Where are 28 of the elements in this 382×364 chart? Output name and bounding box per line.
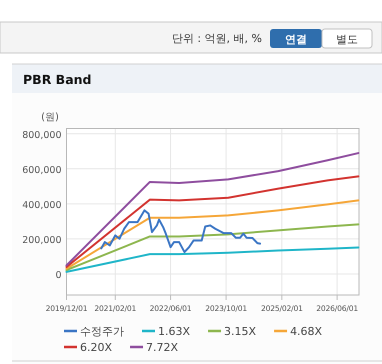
- text: 단위 : 억원, 배, %: [172, 32, 262, 45]
- line-series: [66, 152, 360, 266]
- y-tick-label: 200,000: [22, 234, 62, 246]
- legend-label: 1.63X: [158, 325, 190, 338]
- line-series: [66, 175, 360, 268]
- legend-item: 4.68X: [274, 325, 322, 338]
- legend-label: 6.20X: [80, 341, 112, 354]
- legend-item: 수정주가: [64, 325, 124, 338]
- legend-item: 6.20X: [64, 341, 112, 354]
- y-tick-label: 600,000: [22, 164, 62, 176]
- line-series: [66, 223, 360, 272]
- button-on: 연결: [270, 29, 322, 48]
- legend-item: 1.63X: [142, 325, 190, 338]
- line-series: [66, 199, 360, 270]
- chart-title: PBR Band: [23, 72, 92, 87]
- legend-label: 수정주가: [80, 325, 124, 338]
- y-tick-label: 400,000: [22, 200, 62, 211]
- y-axis-title: (원): [41, 112, 59, 123]
- legend-label: 7.72X: [146, 341, 179, 354]
- legend-label: 3.15X: [224, 325, 257, 338]
- line-series: [66, 246, 360, 273]
- legend-item: 7.72X: [130, 341, 178, 354]
- button-off: 별도: [322, 28, 372, 48]
- line-series: [100, 209, 262, 254]
- legend-label: 4.68X: [290, 325, 323, 338]
- legend-item: 3.15X: [208, 325, 256, 338]
- y-tick-label: 0: [55, 270, 62, 281]
- y-tick-label: 800,000: [22, 130, 62, 141]
